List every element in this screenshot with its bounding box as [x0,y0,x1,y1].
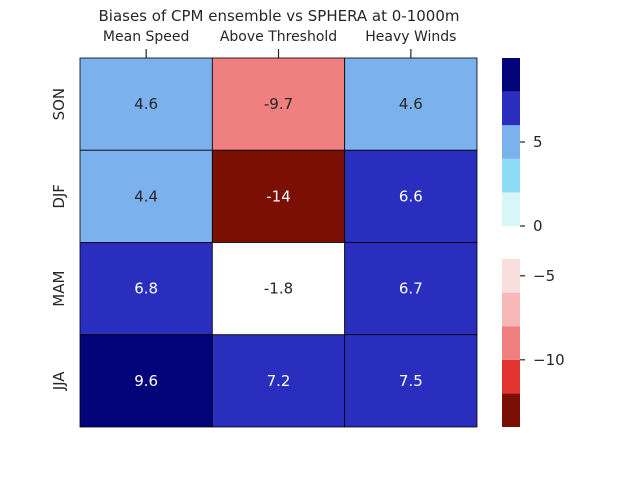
colorbar-bin [502,393,520,427]
heatmap-cell [211,334,346,428]
row-label: DJF [50,184,68,209]
column-label: Above Threshold [220,29,337,45]
heatmap-cell [344,242,478,336]
cell-value-label: 7.5 [399,372,423,390]
heatmap-cells [79,57,478,428]
column-label: Heavy Winds [365,29,456,45]
cell-value-label: 4.6 [134,95,158,113]
cell-value-label: -14 [266,187,291,205]
colorbar-bin [502,259,520,293]
column-headers: Mean Speed Above Threshold Heavy Winds [103,29,456,58]
heatmap-cell [344,334,478,428]
cell-value-label: 9.6 [134,372,158,390]
cell-value-label: 4.6 [399,95,423,113]
heatmap-cell [79,334,213,428]
colorbar-bin [502,125,520,159]
cell-value-label: 6.7 [399,280,423,298]
heatmap-value-labels: 4.6 -9.7 4.6 4.4 -14 6.6 6.8 -1.8 6.7 9.6 7.2 7.5 [134,95,423,390]
cell-value-label: 4.4 [134,187,158,205]
row-label: MAM [50,271,68,307]
colorbar-bin [502,91,520,126]
heatmap-cell [211,57,346,151]
cell-value-label: -1.8 [264,280,293,298]
heatmap-cell [344,57,478,151]
colorbar-tick-label: 0 [533,217,543,235]
heatmap-cell [79,242,213,336]
heatmap-cell [79,57,213,151]
row-label: SON [50,88,68,121]
colorbar-positive: 05 [502,58,543,235]
colorbar-bin [502,192,520,226]
colorbar-bin [502,359,520,394]
heatmap-cell [79,149,213,243]
colorbar-bin [502,158,520,193]
colorbar-bin [502,292,520,327]
colorbar-tick-label: −5 [533,267,555,285]
heatmap-cell [211,242,346,336]
cell-value-label: 7.2 [267,372,291,390]
row-headers: SON DJF MAM JJA [50,88,68,391]
colorbar-tick-label: 5 [533,133,543,151]
colorbar-bin [502,326,520,360]
cell-value-label: -9.7 [264,95,293,113]
colorbar-tick-label: −10 [533,351,565,369]
cell-value-label: 6.8 [134,280,158,298]
row-label: JJA [50,371,68,392]
colorbar-negative: −10 −5 [502,259,565,427]
chart-title: Biases of CPM ensemble vs SPHERA at 0-10… [98,7,459,25]
colorbar-bin [502,58,520,92]
column-label: Mean Speed [103,29,189,45]
cell-value-label: 6.6 [399,187,423,205]
